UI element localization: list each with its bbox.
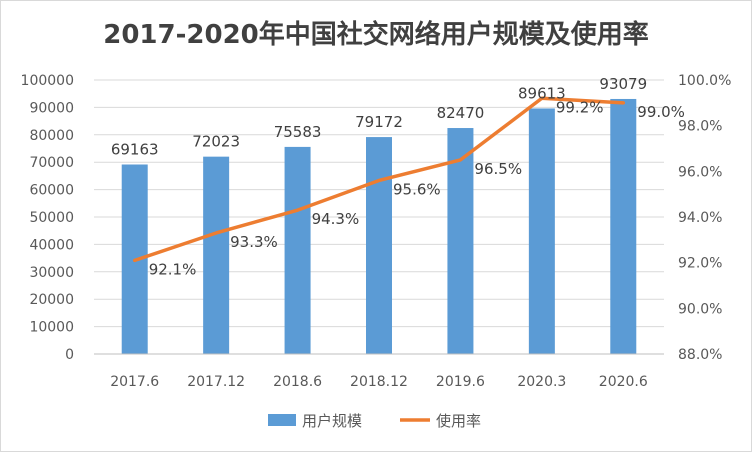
legend-label-bar: 用户规模 [302, 412, 362, 430]
bar-data-label: 75583 [274, 123, 322, 141]
bar [528, 108, 555, 354]
line-data-label: 99.2% [556, 98, 604, 116]
axes: 0 10000 20000 30000 40000 50000 60000 70000 8000… [21, 73, 732, 390]
y-left-tick-label: 90000 [29, 100, 74, 116]
chart-title: 2017-2020年中国社交网络用户规模及使用率 [103, 20, 649, 50]
y-left-tick-label: 80000 [29, 128, 74, 144]
x-tick-label: 2020.6 [599, 374, 648, 390]
y-left-tick-label: 60000 [29, 183, 74, 199]
y-right-tick-label: 98.0% [678, 119, 722, 135]
bar [447, 128, 474, 354]
legend-swatch-bar [268, 414, 296, 426]
y-left-tick-label: 50000 [29, 210, 74, 226]
y-left-tick-label: 70000 [29, 155, 74, 171]
line-data-label: 94.3% [312, 210, 360, 228]
line-data-label: 93.3% [230, 233, 278, 251]
bar-data-label: 82470 [437, 104, 485, 122]
bar-data-label: 93079 [599, 75, 647, 93]
y-left-tick-label: 20000 [29, 292, 74, 308]
x-tick-label: 2020.3 [517, 374, 566, 390]
bar-data-label: 79172 [355, 113, 403, 131]
data-labels: 69163 72023 75583 79172 82470 89613 93079 92.1%… [111, 75, 685, 278]
line-data-label: 96.5% [474, 160, 522, 178]
y-right-tick-label: 94.0% [678, 210, 722, 226]
y-left-tick-label: 0 [65, 347, 74, 363]
y-right-tick-label: 100.0% [678, 73, 731, 89]
bar [284, 146, 311, 354]
x-tick-label: 2018.6 [273, 374, 322, 390]
x-tick-label: 2017.12 [187, 374, 245, 390]
line-series [132, 96, 626, 263]
y-left-tick-label: 30000 [29, 265, 74, 281]
y-left-tick-label: 40000 [29, 237, 74, 253]
line-data-label: 99.0% [637, 103, 685, 121]
y-right-tick-label: 90.0% [678, 301, 722, 317]
bar-data-label: 89613 [518, 84, 566, 102]
legend: 用户规模 使用率 [268, 412, 481, 430]
bar-data-label: 72023 [192, 133, 240, 151]
x-tick-label: 2017.6 [110, 374, 159, 390]
y-left-tick-label: 100000 [21, 73, 74, 89]
y-right-tick-label: 96.0% [678, 164, 722, 180]
line-data-label: 95.6% [393, 180, 441, 198]
y-right-tick-label: 92.0% [678, 256, 722, 272]
bar-series [121, 98, 637, 355]
bar [366, 137, 392, 354]
x-tick-label: 2019.6 [436, 374, 485, 390]
y-left-tick-label: 10000 [29, 320, 74, 336]
bar-data-label: 69163 [111, 140, 159, 158]
x-tick-label: 2018.12 [350, 374, 408, 390]
y-right-tick-label: 88.0% [678, 347, 722, 363]
bar [203, 156, 230, 354]
line-data-label: 92.1% [149, 260, 197, 278]
bar [610, 98, 637, 355]
legend-label-line: 使用率 [436, 412, 481, 430]
